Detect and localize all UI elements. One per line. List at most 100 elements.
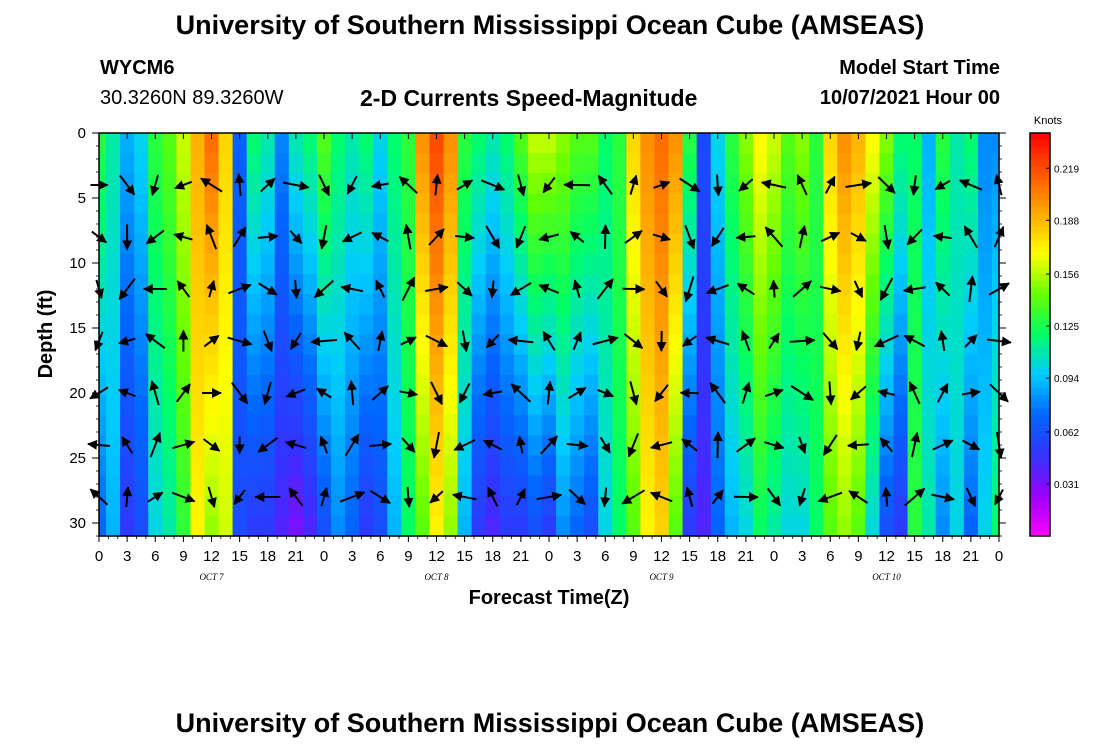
heatmap-cell	[879, 415, 895, 436]
heatmap-cell	[710, 133, 726, 154]
heatmap-cell	[162, 475, 177, 497]
colorbar-frame	[1029, 132, 1051, 537]
current-vector-arrow	[740, 330, 751, 352]
current-vector-arrow	[768, 332, 780, 350]
heatmap-cell	[654, 475, 670, 497]
current-vector-arrow	[515, 488, 526, 506]
heatmap-cell	[935, 213, 951, 235]
heatmap-cell	[373, 253, 388, 275]
heatmap-cell	[190, 133, 206, 154]
heatmap-cell	[724, 173, 740, 195]
heatmap-cell	[415, 475, 431, 497]
heatmap-cell	[752, 334, 768, 356]
heatmap-cell	[640, 294, 656, 315]
heatmap-cell	[246, 394, 262, 416]
current-vector-arrow	[822, 434, 838, 456]
heatmap-cell	[499, 475, 515, 497]
heatmap-cell	[485, 314, 501, 336]
colorbar-tick-label: 0.062	[1054, 428, 1079, 439]
heatmap-cell	[991, 153, 1000, 174]
heatmap-cell	[949, 193, 965, 215]
colorbar-segment	[1030, 401, 1050, 409]
x-tick-label: 18	[709, 548, 726, 565]
heatmap-cell	[921, 193, 937, 215]
current-vector-arrow	[853, 280, 864, 299]
heatmap-cell	[120, 274, 135, 295]
heatmap-cell	[316, 294, 332, 315]
heatmap-cell	[527, 233, 543, 255]
colorbar-segment	[1030, 213, 1050, 221]
heatmap-cell	[654, 495, 670, 517]
heatmap-cell	[513, 394, 529, 416]
colorbar-segment	[1030, 435, 1050, 443]
heatmap-cell	[795, 515, 810, 537]
current-vector-arrow	[903, 334, 926, 348]
heatmap-cell	[359, 334, 374, 356]
heatmap-cell	[232, 213, 248, 235]
current-vector-arrow	[879, 277, 894, 301]
current-vector-arrow	[401, 437, 416, 453]
heatmap-cell	[696, 133, 712, 154]
heatmap-cell	[288, 515, 304, 537]
current-vector-arrow	[339, 490, 366, 503]
current-vector-arrow	[797, 224, 808, 249]
heatmap-cell	[626, 153, 641, 174]
heatmap-cell	[612, 233, 627, 255]
current-vector-arrow	[568, 488, 586, 506]
heatmap-cell	[556, 173, 571, 195]
current-vector-arrow	[318, 174, 330, 197]
heatmap-cell	[626, 314, 641, 336]
heatmap-cell	[288, 133, 304, 154]
heatmap-cell	[246, 233, 262, 255]
heatmap-cell	[570, 354, 585, 376]
heatmap-cell	[977, 193, 993, 215]
current-vector-arrow	[398, 176, 418, 194]
heatmap-cell	[865, 455, 881, 477]
heatmap-cell	[752, 193, 768, 215]
heatmap-cell	[977, 475, 993, 497]
current-vector-arrow	[289, 230, 303, 245]
heatmap-cell	[640, 253, 656, 275]
heatmap-cell	[795, 314, 810, 336]
current-vector-arrow	[540, 435, 558, 455]
heatmap-cell	[415, 435, 431, 456]
heatmap-cell	[584, 374, 599, 396]
heatmap-cell	[781, 475, 796, 497]
heatmap-cell	[682, 475, 698, 497]
heatmap-cell	[415, 354, 431, 376]
current-vector-arrow	[319, 435, 329, 454]
heatmap-cell	[457, 314, 473, 336]
heatmap-cell	[823, 193, 838, 215]
heatmap-cell	[345, 153, 360, 174]
current-vector-arrow	[257, 231, 279, 242]
heatmap-cell	[949, 213, 965, 235]
heatmap-cell	[949, 233, 965, 255]
heatmap-cell	[837, 515, 852, 537]
current-vector-arrow	[172, 439, 196, 450]
current-vector-arrow	[931, 492, 955, 503]
current-vector-arrow	[904, 487, 926, 507]
current-vector-arrow	[346, 380, 357, 406]
heatmap-cell	[837, 354, 852, 376]
heatmap-cell	[302, 374, 318, 396]
heatmap-cell	[345, 455, 360, 477]
current-vector-arrow	[934, 179, 951, 191]
heatmap-cell	[570, 334, 585, 356]
heatmap-cell	[148, 133, 163, 154]
heatmap-cell	[710, 515, 726, 537]
heatmap-cell	[654, 153, 670, 174]
heatmap-cell	[246, 213, 262, 235]
heatmap-cell	[640, 374, 656, 396]
heatmap-cell	[359, 394, 374, 416]
heatmap-cell	[204, 153, 220, 174]
heatmap-cell	[781, 153, 796, 174]
x-tick-label: 0	[770, 548, 778, 565]
heatmap-cell	[232, 193, 248, 215]
heatmap-cell	[963, 153, 979, 174]
heatmap-cell	[612, 173, 627, 195]
heatmap-cell	[387, 354, 402, 376]
heatmap-cell	[232, 354, 248, 376]
heatmap-cell	[331, 153, 346, 174]
heatmap-cell	[668, 374, 684, 396]
heatmap-cell	[443, 475, 459, 497]
